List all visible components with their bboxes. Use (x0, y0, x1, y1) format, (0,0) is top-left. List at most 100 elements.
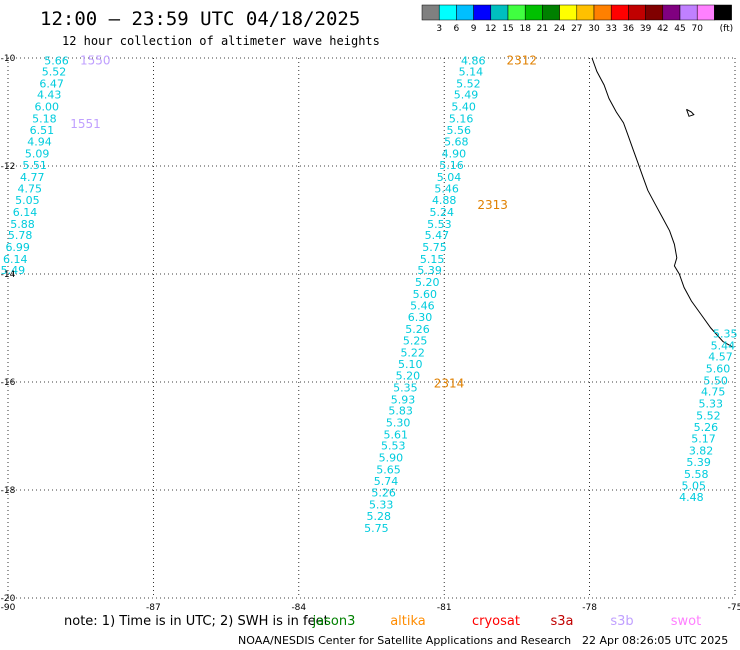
wave-height-value: 5.35 (393, 381, 418, 394)
wave-height-value: 5.26 (371, 487, 396, 500)
wave-height-value: 5.46 (434, 183, 459, 196)
wave-height-value: 5.53 (427, 218, 452, 231)
satellite-name: s3b (610, 614, 633, 629)
legend-label: 24 (554, 24, 566, 34)
altimeter-track: 5.665.526.474.436.005.186.514.945.095.51… (1, 54, 111, 278)
wave-height-value: 5.75 (364, 522, 389, 535)
map-title: 12:00 – 23:59 UTC 04/18/2025 (40, 8, 360, 30)
wave-height-value: 5.52 (696, 409, 721, 422)
wave-height-value: 5.49 (454, 89, 479, 102)
latitude-tick-label: -16 (1, 378, 16, 388)
wave-height-value: 5.04 (437, 171, 462, 184)
legend-swatch (542, 4, 560, 21)
legend-swatch (679, 4, 698, 21)
wave-height-value: 5.39 (417, 264, 442, 277)
legend-label: 36 (623, 24, 635, 34)
wave-height-value: 5.52 (456, 77, 481, 90)
wave-height-value: 5.52 (42, 66, 67, 79)
wave-height-value: 4.57 (708, 351, 733, 364)
longitude-tick-label: -90 (1, 603, 16, 613)
pass-id-label: 1551 (70, 117, 101, 131)
footer-timestamp: 22 Apr 08:26:05 UTC 2025 (582, 634, 728, 647)
wave-height-value: 5.09 (25, 148, 50, 161)
altimeter-tracks: 5.665.526.474.436.005.186.514.945.095.51… (1, 54, 738, 535)
wave-height-value: 5.05 (15, 194, 40, 207)
wave-height-value: 6.14 (13, 206, 38, 219)
wave-height-value: 5.90 (379, 452, 404, 465)
satellite-name: jason3 (312, 614, 356, 629)
footer-note: note: 1) Time is in UTC; 2) SWH is in fe… (64, 614, 329, 629)
latitude-tick-label: -10 (1, 54, 16, 64)
wave-height-value: 5.20 (415, 276, 440, 289)
legend-swatch (559, 4, 578, 21)
latitude-tick-label: -18 (1, 486, 16, 496)
wave-height-value: 6.14 (3, 253, 28, 266)
latitude-tick-label: -20 (1, 594, 16, 604)
wave-height-value: 5.20 (396, 370, 421, 383)
wave-height-value: 5.49 (1, 264, 26, 277)
legend-swatch (576, 4, 595, 21)
wave-height-value: 6.99 (5, 241, 30, 254)
legend-swatch (524, 4, 543, 21)
wave-height-value: 5.58 (684, 468, 709, 481)
wave-height-value: 5.66 (44, 55, 69, 68)
legend-swatch (507, 4, 526, 21)
legend-swatch (421, 4, 440, 21)
satellite-name: cryosat (472, 614, 520, 629)
wave-height-value: 5.83 (388, 405, 413, 418)
wave-height-value: 4.43 (37, 89, 62, 102)
legend-label: 27 (571, 24, 582, 34)
wave-height-value: 6.51 (30, 124, 55, 137)
wave-height-value: 4.86 (461, 55, 486, 68)
wave-height-value: 4.75 (701, 386, 726, 399)
longitude-tick-label: -87 (146, 603, 161, 613)
pass-id-label: 2314 (434, 377, 465, 391)
longitude-tick-label: -81 (437, 603, 452, 613)
legend-swatch (662, 4, 681, 21)
legend-swatch (473, 4, 492, 21)
wave-height-value: 5.26 (694, 421, 719, 434)
satellite-name: altika (390, 614, 426, 629)
wave-height-value: 5.68 (444, 136, 469, 149)
legend-label: 18 (519, 24, 531, 34)
wave-height-value: 4.88 (432, 194, 457, 207)
wave-height-value: 5.78 (8, 229, 33, 242)
wave-height-value: 5.74 (374, 475, 399, 488)
satellite-name: swot (671, 614, 701, 629)
wave-height-value: 5.46 (410, 299, 435, 312)
wave-height-value: 5.17 (691, 433, 716, 446)
legend-swatch (438, 4, 457, 21)
legend-swatch (593, 4, 612, 21)
island-path (686, 108, 695, 117)
legend-swatch (645, 4, 664, 21)
latitude-tick-label: -12 (1, 162, 16, 172)
wave-height-value: 6.30 (408, 311, 433, 324)
pass-id-label: 1550 (80, 54, 111, 68)
legend-swatch (628, 4, 646, 21)
wave-height-value: 5.75 (422, 241, 447, 254)
latitude-tick-label: -14 (1, 270, 16, 280)
wave-height-value: 5.14 (459, 66, 484, 79)
legend-label: 42 (657, 24, 668, 34)
wave-height-value: 4.77 (20, 171, 45, 184)
wave-height-value: 5.10 (398, 358, 423, 371)
wave-height-value: 5.40 (451, 101, 476, 114)
legend-swatch (610, 4, 629, 21)
wave-height-value: 5.47 (425, 229, 450, 242)
legend-label: 33 (605, 24, 616, 34)
satellite-legend: jason3 altika cryosat s3a s3b swot (312, 614, 702, 629)
wave-height-value: 5.93 (391, 393, 416, 406)
legend-label: 6 (454, 24, 460, 34)
wave-height-value: 4.90 (442, 148, 467, 161)
map-frame (8, 58, 735, 598)
wave-height-value: 5.16 (449, 112, 474, 125)
wave-height-value: 5.65 (376, 463, 401, 476)
wave-height-value: 5.50 (703, 374, 728, 387)
wave-height-value: 5.88 (10, 218, 35, 231)
map-area: 5.665.526.474.436.005.186.514.945.095.51… (1, 54, 740, 613)
wave-height-value: 5.53 (381, 440, 406, 453)
wave-height-value: 5.16 (439, 159, 464, 172)
wave-height-value: 5.28 (367, 510, 392, 523)
wave-height-value: 5.15 (420, 253, 445, 266)
satellite-name: s3a (550, 614, 573, 629)
